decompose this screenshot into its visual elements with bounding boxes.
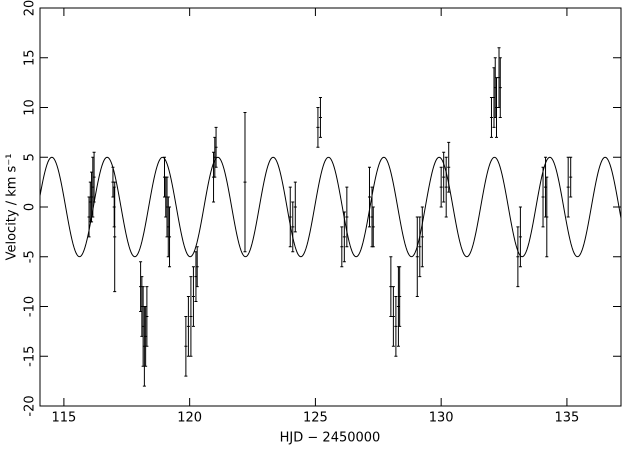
error-bar: [168, 206, 172, 268]
y-tick-label: 10: [23, 99, 38, 116]
y-axis-label: Velocity / km s⁻¹: [5, 154, 20, 261]
error-bar: [342, 211, 346, 263]
error-bar: [186, 296, 190, 357]
error-bar: [492, 67, 496, 128]
error-bar: [391, 286, 395, 347]
error-bar: [398, 266, 402, 327]
error-bar: [420, 206, 424, 268]
error-bar: [184, 315, 188, 377]
error-bar: [139, 261, 143, 312]
error-bar: [497, 47, 501, 108]
error-bar: [194, 251, 198, 303]
error-bar: [367, 166, 371, 228]
model-curve: [39, 156, 622, 258]
error-bar: [318, 97, 322, 138]
error-bar: [444, 156, 448, 218]
error-bar: [389, 256, 393, 317]
error-bar: [371, 206, 375, 248]
error-bar: [316, 107, 320, 148]
error-bar: [111, 166, 115, 198]
error-bar: [166, 196, 170, 258]
error-bar: [394, 296, 398, 357]
error-bar: [195, 246, 199, 288]
error-bar: [293, 181, 297, 233]
x-tick-label: 125: [303, 411, 328, 426]
error-bar: [291, 201, 295, 253]
error-bar: [418, 216, 422, 278]
error-bar: [214, 126, 218, 168]
error-bar: [566, 156, 570, 218]
error-bar: [213, 136, 217, 178]
y-tick-label: 0: [23, 203, 38, 211]
plot-frame: [39, 7, 622, 407]
error-bar: [544, 156, 548, 218]
error-bar: [165, 176, 169, 238]
error-bar: [145, 286, 149, 347]
error-bar: [516, 226, 520, 288]
error-bar: [88, 181, 92, 223]
error-bar: [569, 156, 573, 198]
error-bar: [288, 186, 292, 248]
y-tick-label: 5: [23, 153, 38, 161]
error-bar: [518, 206, 522, 268]
x-tick-label: 120: [177, 411, 202, 426]
error-bar: [191, 266, 195, 327]
error-bar: [545, 176, 549, 258]
error-bar: [541, 166, 545, 228]
error-bar: [90, 171, 94, 223]
error-bar: [141, 286, 145, 367]
x-tick-label: 115: [51, 411, 76, 426]
y-tick-label: 15: [23, 49, 38, 66]
error-bar: [113, 181, 117, 293]
error-bar: [91, 156, 95, 218]
error-bar: [442, 151, 446, 203]
error-bar: [345, 186, 349, 248]
error-bar: [415, 216, 419, 298]
error-bar: [489, 97, 493, 138]
error-bar: [189, 276, 193, 357]
error-bar: [495, 77, 498, 138]
y-tick-label: -10: [23, 296, 38, 317]
error-bar: [370, 186, 374, 248]
y-tick-label: -20: [23, 395, 38, 416]
x-axis-label: HJD − 2450000: [280, 431, 381, 446]
error-bar: [87, 196, 91, 238]
error-bar: [439, 166, 443, 208]
error-bar: [112, 186, 116, 228]
error-bar: [340, 226, 344, 268]
y-tick-label: 20: [23, 0, 38, 16]
error-bar: [498, 57, 502, 118]
error-bar: [493, 57, 497, 118]
y-tick-label: -5: [23, 250, 38, 263]
y-tick-label: -15: [23, 346, 38, 367]
x-tick-label: 135: [555, 411, 580, 426]
x-tick-label: 130: [429, 411, 454, 426]
error-bar: [447, 141, 451, 193]
error-bar: [243, 111, 247, 253]
error-bar: [144, 306, 148, 367]
error-bar: [140, 276, 144, 337]
error-bar: [92, 151, 96, 203]
